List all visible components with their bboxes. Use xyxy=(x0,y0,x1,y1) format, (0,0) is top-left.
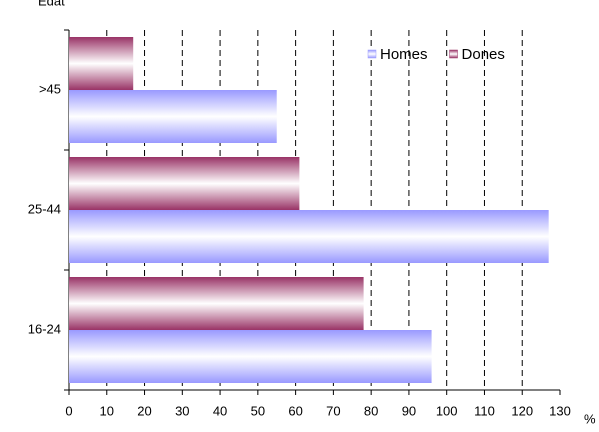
bar xyxy=(69,210,549,263)
bar xyxy=(69,37,134,90)
x-tick-label: 80 xyxy=(364,403,378,418)
x-tick-label: 10 xyxy=(100,403,114,418)
x-tick-label: 0 xyxy=(65,403,72,418)
x-tick-label: 50 xyxy=(251,403,265,418)
x-tick-label: 110 xyxy=(474,403,495,418)
x-tick-label: 60 xyxy=(288,403,302,418)
legend-label: Dones xyxy=(462,46,505,63)
x-tick-label: 70 xyxy=(326,403,340,418)
legend-label: Homes xyxy=(380,46,428,63)
x-tick-label: 20 xyxy=(137,403,151,418)
y-tick-label: 25-44 xyxy=(28,201,61,216)
bar xyxy=(69,157,300,210)
bar xyxy=(69,90,277,143)
x-tick-label: 120 xyxy=(511,403,533,418)
x-tick-label: 100 xyxy=(436,403,458,418)
x-tick-label: 30 xyxy=(175,403,189,418)
x-tick-label: 90 xyxy=(402,403,416,418)
y-axis-label: Edat xyxy=(38,0,65,8)
legend-swatch xyxy=(449,49,458,59)
x-axis-label: % xyxy=(584,411,596,426)
x-tick-label: 40 xyxy=(213,403,227,418)
y-tick-label: 16-24 xyxy=(28,321,61,336)
legend-swatch xyxy=(367,49,377,59)
bar xyxy=(69,330,432,383)
bar xyxy=(69,277,364,330)
x-tick-label: 130 xyxy=(549,403,571,418)
y-tick-label: >45 xyxy=(39,81,61,96)
